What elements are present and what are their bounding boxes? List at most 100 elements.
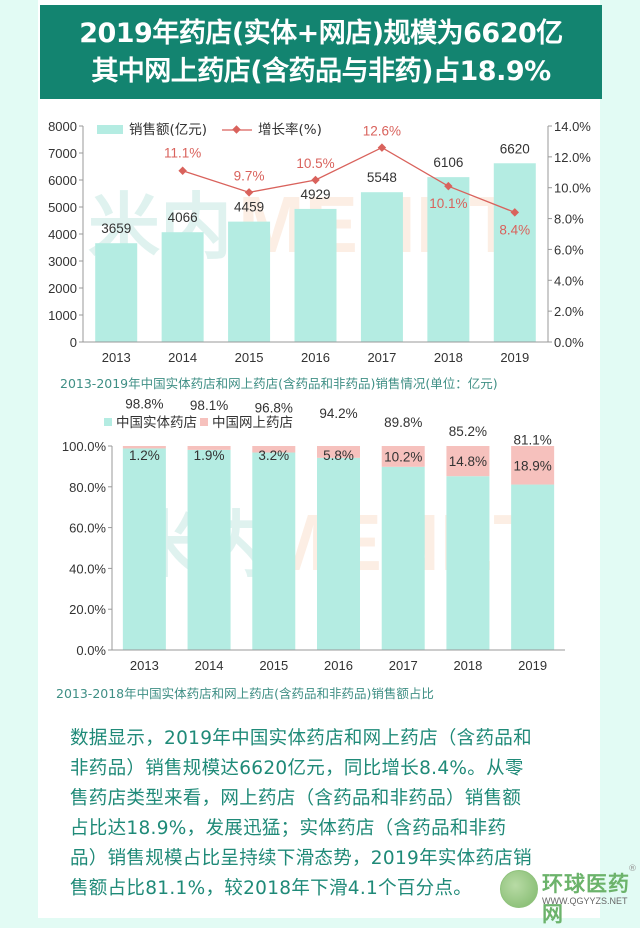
summary-text: 数据显示，2019年中国实体药店和网上药店（含药品和 非药品）销售规模达6620… — [70, 724, 570, 904]
bar-value-label: 6620 — [500, 141, 530, 156]
bar-online — [122, 446, 166, 449]
bar-online — [252, 446, 296, 453]
legend-marker-growth — [232, 125, 241, 134]
legend-label-sales: 销售额(亿元) — [129, 122, 207, 138]
bar-value-label: 4459 — [234, 200, 264, 215]
y-tick-label-left: 6000 — [48, 173, 77, 188]
page-title: 2019年药店(实体+网店)规模为6620亿 其中网上药店(含药品与非药)占18… — [40, 5, 602, 99]
bar-physical — [446, 476, 490, 650]
logo-url: WWW.QGYYZS.NET — [542, 896, 628, 906]
growth-line — [182, 146, 516, 214]
y-tick-label-right: 14.0% — [554, 119, 591, 134]
bar-online — [317, 446, 360, 458]
legend-label-physical: 中国实体药店 — [116, 415, 197, 431]
bar-sales — [493, 163, 536, 342]
summary-line: 售额占比81.1%，较2018年下滑4.1个百分点。 — [70, 878, 473, 899]
bar-value-label-physical: 98.1% — [190, 398, 228, 413]
legend-label-online: 中国网上药店 — [212, 415, 293, 431]
bar-online — [381, 446, 425, 467]
summary-line: 品）销售规模占比呈持续下滑态势，2019年实体药店销 — [70, 848, 532, 869]
globe-icon — [500, 870, 538, 908]
growth-point — [311, 175, 320, 185]
legend-swatch-physical — [104, 418, 112, 426]
y-tick-label-right: 2.0% — [554, 304, 584, 319]
y-tick-label-left: 3000 — [48, 254, 77, 269]
bar-sales — [161, 232, 204, 342]
bar-physical — [122, 448, 166, 650]
bar-value-label-physical: 96.8% — [255, 401, 293, 416]
bar-physical — [317, 457, 360, 650]
x-tick-label: 2019 — [500, 350, 529, 365]
bar-value-label: 6106 — [433, 155, 463, 170]
y-tick-label: 80.0% — [69, 480, 106, 495]
y-tick-label-right: 6.0% — [554, 242, 584, 257]
bar-sales — [427, 177, 470, 342]
bar-online — [187, 446, 231, 450]
growth-value-label: 9.7% — [234, 168, 265, 183]
bar-online — [511, 446, 555, 485]
bar-value-label: 4066 — [168, 210, 198, 225]
bar-physical — [511, 484, 555, 650]
bar-value-label-online: 18.9% — [514, 458, 552, 473]
growth-point — [377, 143, 387, 152]
growth-value-label: 12.6% — [363, 124, 401, 139]
summary-line: 非药品）销售规模达6620亿元，同比增长8.4%。从零 — [70, 758, 524, 779]
legend-swatch-online — [200, 418, 208, 426]
y-tick-label: 100.0% — [62, 439, 107, 454]
y-tick-label-left: 1000 — [48, 308, 77, 323]
y-tick-label-right: 10.0% — [554, 181, 591, 196]
bar-value-label: 5548 — [367, 170, 397, 185]
y-tick-label-right: 0.0% — [554, 335, 584, 350]
x-tick-label: 2013 — [130, 658, 159, 673]
growth-value-label: 11.1% — [164, 146, 201, 161]
x-tick-label: 2018 — [434, 350, 463, 365]
y-tick-label: 0.0% — [76, 643, 106, 658]
legend: 中国实体药店 中国网上药店 — [104, 415, 293, 431]
y-tick-label-right: 8.0% — [554, 212, 584, 227]
x-tick-label: 2015 — [235, 350, 264, 365]
y-tick-label-left: 4000 — [48, 227, 77, 242]
title-line-2: 其中网上药店(含药品与非药)占18.9% — [91, 56, 551, 87]
x-tick-label: 2015 — [259, 658, 288, 673]
chart2-caption: 2013-2018年中国实体药店和网上药店(含药品和非药品)销售额占比 — [56, 686, 434, 701]
y-tick-label-left: 8000 — [48, 119, 77, 134]
x-tick-label: 2018 — [453, 658, 482, 673]
summary-line: 数据显示，2019年中国实体药店和网上药店（含药品和 — [70, 728, 532, 749]
title-line-1: 2019年药店(实体+网店)规模为6620亿 — [79, 18, 563, 49]
bar-physical — [381, 466, 425, 650]
y-tick-label-right: 4.0% — [554, 273, 584, 288]
bar-online — [446, 446, 490, 477]
growth-value-label: 8.4% — [499, 222, 530, 237]
bar-value-label-online: 1.2% — [129, 448, 160, 463]
x-tick-label: 2016 — [301, 350, 330, 365]
bar-value-label-physical: 89.8% — [384, 415, 422, 430]
x-tick-label: 2017 — [389, 658, 418, 673]
bar-value-label-online: 5.8% — [323, 448, 354, 463]
growth-point — [244, 188, 254, 197]
x-tick-label: 2019 — [518, 658, 547, 673]
growth-value-label: 10.5% — [296, 156, 334, 171]
bar-value-label: 3659 — [101, 221, 131, 236]
bar-value-label-online: 1.9% — [194, 448, 225, 463]
summary-line: 售药店类型来看，网上药店（含药品和非药品）销售额 — [70, 788, 522, 809]
bar-value-label-physical: 98.8% — [125, 396, 163, 411]
site-logo: 环球医药网 WWW.QGYYZS.NET ® — [500, 864, 637, 926]
legend-swatch-sales — [97, 125, 123, 134]
y-tick-label-left: 0 — [70, 335, 77, 350]
x-tick-label: 2014 — [168, 350, 197, 365]
bar-physical — [187, 449, 231, 650]
share-chart: 米内 MENET 98.8%1.2%98.1%1.9%96.8%3.2%94.2… — [56, 396, 565, 701]
bar-value-label-online: 14.8% — [449, 454, 487, 469]
bar-sales — [228, 221, 271, 342]
chart1-caption: 2013-2019年中国实体药店和网上药店(含药品和非药品)销售情况(单位：亿元… — [60, 376, 498, 391]
x-tick-label: 2016 — [324, 658, 353, 673]
bar-sales — [360, 192, 403, 342]
growth-point — [444, 181, 453, 191]
y-tick-label: 40.0% — [69, 561, 106, 576]
x-tick-label: 2014 — [195, 658, 224, 673]
growth-point — [178, 166, 187, 175]
legend: 销售额(亿元) 增长率(%) — [97, 121, 322, 138]
bar-sales — [294, 208, 337, 342]
y-tick-label-left: 7000 — [48, 146, 77, 161]
